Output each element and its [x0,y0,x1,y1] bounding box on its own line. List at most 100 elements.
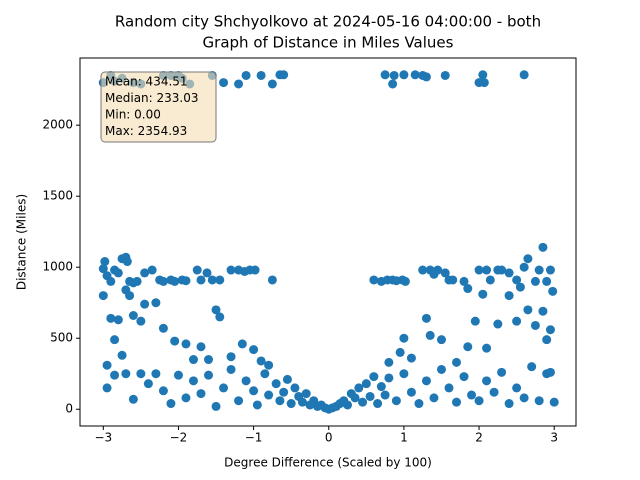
data-point [549,397,559,407]
data-point [515,282,525,292]
stats-text: Max: 2354.93 [105,124,187,138]
data-point [271,379,281,389]
data-point [226,265,236,275]
chart-title: Graph of Distance in Miles Values [203,34,454,52]
data-point [264,360,274,370]
data-point [143,379,153,389]
data-point [170,276,180,286]
y-tick-label: 1500 [42,189,73,203]
data-point [136,369,146,379]
data-point [121,285,131,295]
data-point [545,367,555,377]
data-point [504,291,514,301]
data-point [147,265,157,275]
data-point [542,335,552,345]
data-point [548,286,558,296]
data-point [151,369,161,379]
data-point [482,343,492,353]
data-point [519,393,529,403]
data-point [250,265,260,275]
data-point [256,356,266,366]
data-point [181,393,191,403]
data-point [504,268,514,278]
data-point [527,362,537,372]
data-point [400,276,410,286]
data-point [358,397,368,407]
data-point [140,299,150,309]
data-point [436,335,446,345]
data-point [241,70,251,80]
data-point [188,376,198,386]
stats-box [100,71,217,143]
data-point [219,383,229,393]
x-tick-label: 0 [325,431,333,445]
data-point [523,305,533,315]
data-point [474,265,484,275]
x-tick-label: 3 [550,431,558,445]
data-point [421,376,431,386]
data-point [158,276,168,286]
data-point [376,382,386,392]
data-point [204,370,214,380]
data-point [226,364,236,374]
y-axis-label: Distance (Miles) [15,194,29,290]
data-point [512,275,522,285]
data-point [414,399,424,409]
data-point [140,268,150,278]
data-point [117,350,127,360]
data-point [219,78,229,88]
data-point [389,70,399,80]
data-point [181,276,191,286]
data-point [523,254,533,264]
data-point [267,79,277,89]
data-point [493,319,503,329]
data-point [196,389,206,399]
y-tick-label: 2000 [42,118,73,132]
data-point [275,396,285,406]
data-point [429,393,439,403]
data-point [215,312,225,322]
data-point [425,330,435,340]
plot-frame [79,57,577,427]
data-point [166,399,176,409]
data-point [410,70,420,80]
data-point [98,264,108,274]
data-point [433,265,443,275]
data-point [100,257,110,267]
x-axis-label: Degree Difference (Scaled by 100) [224,456,432,470]
data-point [102,360,112,370]
data-point [98,291,108,301]
data-point [234,79,244,89]
data-point [504,399,514,409]
data-point [286,399,296,409]
data-point [170,336,180,346]
data-point [474,396,484,406]
data-point [188,355,198,365]
data-point [132,276,142,286]
data-point [482,265,492,275]
data-point [211,401,221,411]
data-point [249,386,259,396]
stats-text: Median: 233.03 [105,91,199,105]
data-point [512,316,522,326]
data-point [207,275,217,285]
stats-text: Mean: 434.51 [105,75,188,89]
data-point [110,335,120,345]
data-point [459,276,469,286]
data-point [399,333,409,343]
data-point [122,257,132,267]
stats-text: Min: 0.00 [105,108,161,122]
data-point [452,397,462,407]
data-point [512,383,522,393]
data-point [301,389,311,399]
data-point [204,355,214,365]
data-point [485,275,495,285]
data-point [482,376,492,386]
data-point [479,78,489,88]
data-point [380,390,390,400]
data-point [226,352,236,362]
data-point [467,390,477,400]
data-point [534,265,544,275]
data-point [459,372,469,382]
